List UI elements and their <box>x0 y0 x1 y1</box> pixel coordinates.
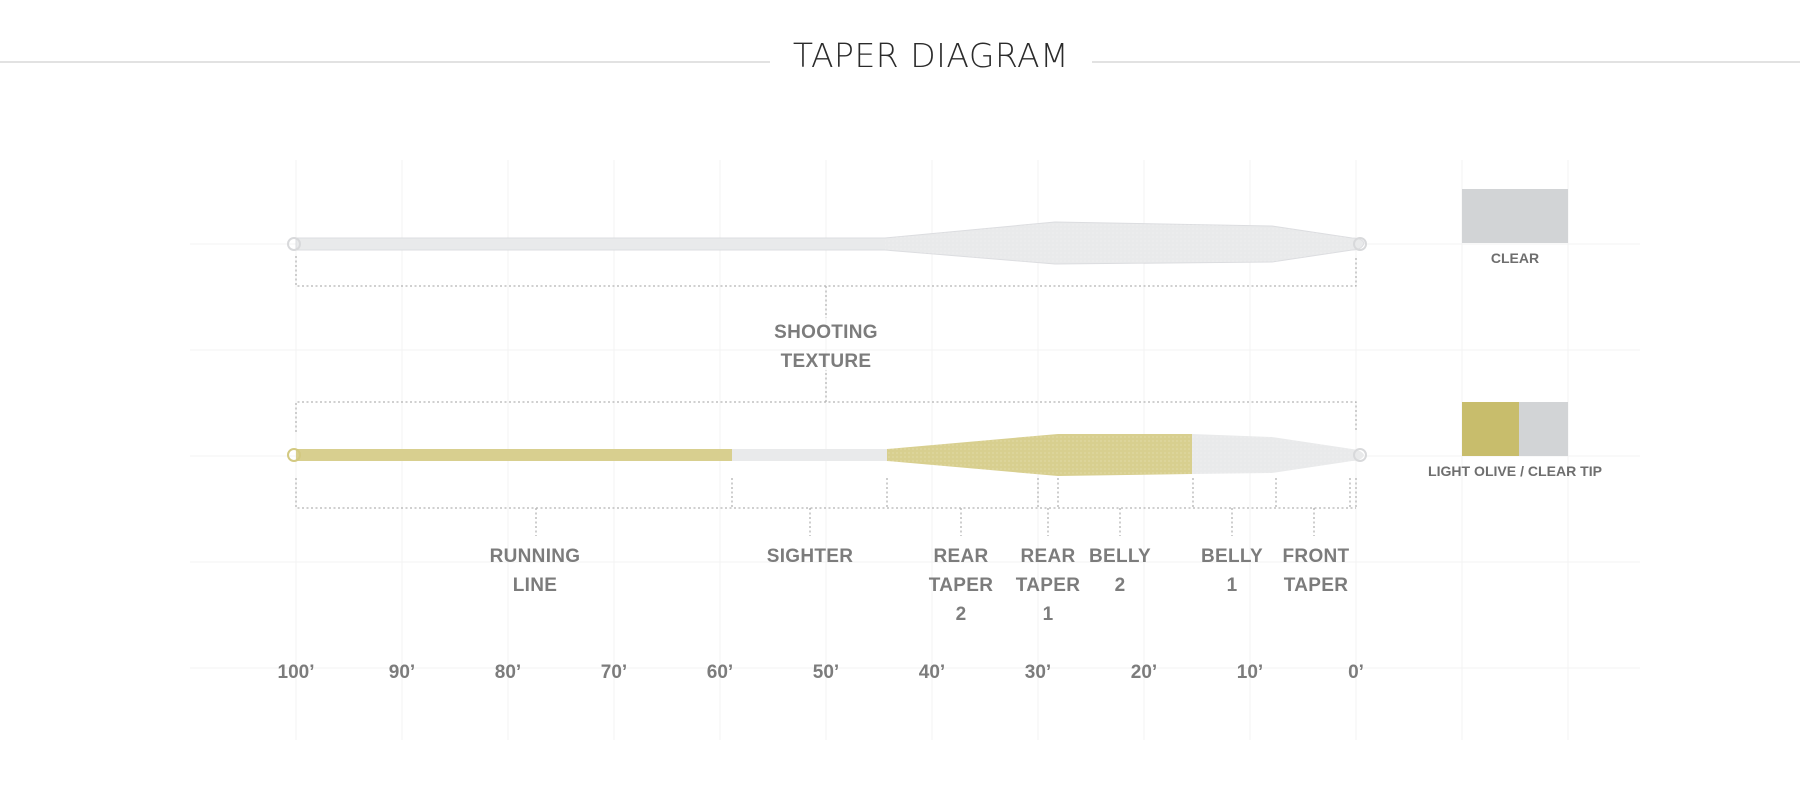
line-clear-rear-loop <box>287 237 301 251</box>
belly-1-label-1: BELLY <box>1201 546 1263 567</box>
scale-tick-label: 70’ <box>601 662 627 683</box>
section-brackets <box>295 478 1357 536</box>
rear-taper-2-label-2: TAPER <box>929 575 993 596</box>
swatch-light-olive <box>1462 402 1519 456</box>
rear-taper-1-label-3: 1 <box>1043 604 1054 625</box>
scale-tick-label: 20’ <box>1131 662 1157 683</box>
front-taper-label-2: TAPER <box>1284 575 1348 596</box>
belly-2-label-1: BELLY <box>1089 546 1151 567</box>
line-olive-front-loop <box>1353 448 1367 462</box>
rear-taper-2-label-1: REAR <box>933 546 988 567</box>
running-line-label-1: RUNNING <box>490 546 581 567</box>
page-title: TAPER DIAGRAM <box>792 36 1070 75</box>
rear-taper-1-label-1: REAR <box>1020 546 1075 567</box>
legend-clear-label: CLEAR <box>1491 250 1539 266</box>
scale-tick-label: 60’ <box>707 662 733 683</box>
scale-tick-label: 50’ <box>813 662 839 683</box>
running-line-segment <box>296 449 732 461</box>
sighter-label: SIGHTER <box>767 546 854 567</box>
scale-tick-label: 10’ <box>1237 662 1263 683</box>
scale-tick-label: 100’ <box>278 662 315 683</box>
scale-tick-label: 30’ <box>1025 662 1051 683</box>
scale-tick-label: 0’ <box>1348 662 1364 683</box>
swatch-clear-tip <box>1519 402 1568 456</box>
front-taper-label-1: FRONT <box>1283 546 1350 567</box>
running-line-label-2: LINE <box>513 575 557 596</box>
line-clear <box>287 221 1367 265</box>
diagram-header: TAPER DIAGRAM <box>0 28 1800 92</box>
line-olive-rear-loop <box>287 448 301 462</box>
color-legend: CLEAR LIGHT OLIVE / CLEAR TIP <box>1428 189 1602 479</box>
line-clear-front-loop <box>1353 237 1367 251</box>
rear-taper-1-label-2: TAPER <box>1016 575 1080 596</box>
shooting-texture-label-2: TEXTURE <box>781 351 872 372</box>
distance-scale: 100’ 90’ 80’ 70’ 60’ 50’ 40’ 30’ 20’ 10’… <box>278 662 1364 683</box>
belly-2-label-2: 2 <box>1115 575 1126 596</box>
belly-1-label-2: 1 <box>1227 575 1238 596</box>
shooting-texture-label-1: SHOOTING <box>774 322 878 343</box>
scale-tick-label: 40’ <box>919 662 945 683</box>
swatch-clear <box>1462 189 1568 243</box>
line-olive-clear-tip <box>287 434 1367 476</box>
rear-taper-2-label-3: 2 <box>956 604 967 625</box>
scale-tick-label: 90’ <box>389 662 415 683</box>
scale-tick-label: 80’ <box>495 662 521 683</box>
section-labels: RUNNING LINE SIGHTER REAR TAPER 2 REAR T… <box>490 546 1350 625</box>
header-rule-right <box>1092 61 1800 63</box>
sighter-segment <box>732 449 887 461</box>
legend-olive-label: LIGHT OLIVE / CLEAR TIP <box>1428 463 1602 479</box>
shooting-texture-bracket: SHOOTING TEXTURE <box>295 256 1357 432</box>
header-rule-left <box>0 61 770 63</box>
